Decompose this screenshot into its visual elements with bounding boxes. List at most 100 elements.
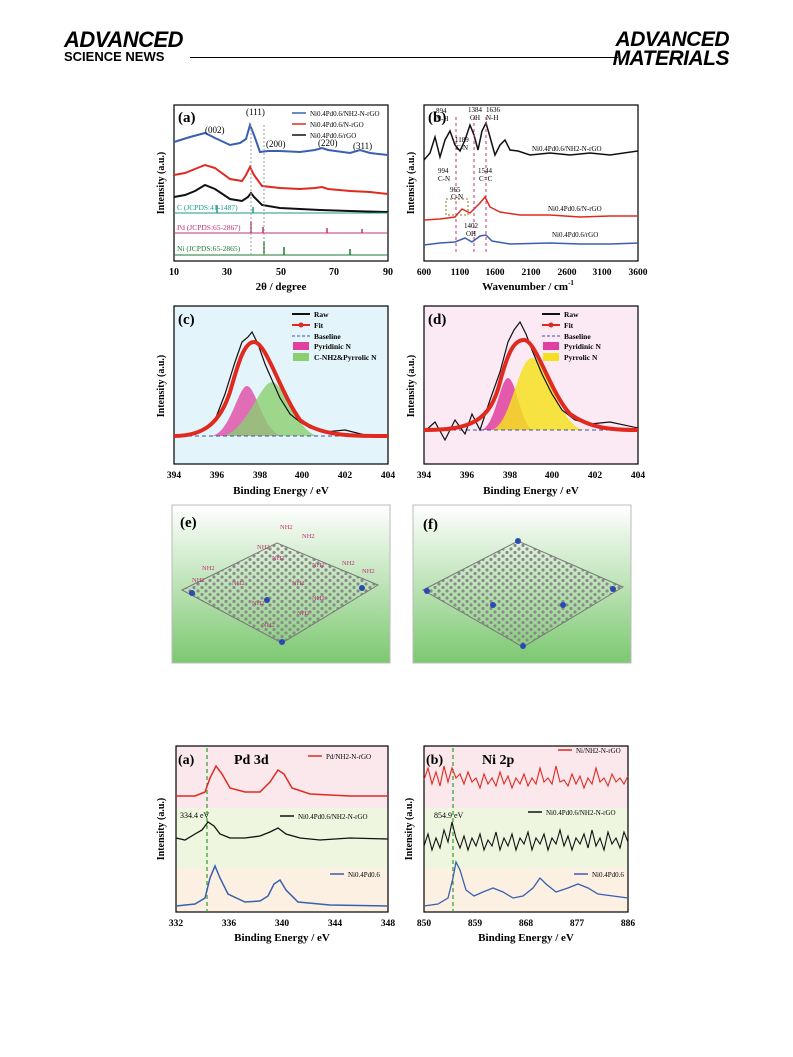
x-tick: 2100 <box>522 268 541 278</box>
nh2-group: NH2 <box>257 544 270 551</box>
legend-item: Pyridinic N <box>314 342 351 351</box>
nh2-group: NH2 <box>342 560 355 567</box>
legend-item: Fit <box>314 321 324 330</box>
pyrrolic-peak <box>490 358 586 430</box>
n-atom <box>189 590 195 596</box>
legend-swatch <box>293 353 309 361</box>
legend-item: C-NH2&Pyrrolic N <box>314 353 377 362</box>
brand-science-news: SCIENCE NEWS <box>64 49 165 64</box>
n-atom <box>264 597 270 603</box>
annot: C=C <box>479 175 493 183</box>
journal-brand-left: ADVANCED SCIENCE NEWS <box>64 29 194 64</box>
x-tick: 886 <box>621 919 636 929</box>
n-atom <box>359 585 365 591</box>
x-tick: 404 <box>631 471 646 481</box>
panel-2b-ni2p: (b) Ni 2p 854.9 eV Ni/NH2-N-rGO Ni0.4Pd0… <box>404 745 636 944</box>
xrd-black-curve <box>173 183 389 213</box>
marker-label: 854.9 eV <box>434 811 464 820</box>
ref-ni-label: Ni (JCPDS:65-2865) <box>177 244 241 253</box>
annot: N-H <box>436 115 448 123</box>
annot: C-N <box>451 193 463 201</box>
ftir-black-curve <box>423 120 639 161</box>
legend-item: Pyridinic N <box>564 342 601 351</box>
x-tick: 348 <box>381 919 396 929</box>
spectrum-title: Ni 2p <box>482 753 515 768</box>
marker-label: 334.4 eV <box>180 811 210 820</box>
legend-marker <box>548 322 554 328</box>
legend-item: Ni0.4Pd0.6/NH2-N-rGO <box>298 813 368 821</box>
series-label: Ni0.4Pd0.6/NH2-N-rGO <box>532 145 602 153</box>
nh2-group: NH2 <box>297 610 310 617</box>
legend-item: Baseline <box>314 332 341 341</box>
panel-label: (b) <box>428 110 446 126</box>
legend-swatch <box>293 342 309 350</box>
y-axis-label: Intensity (a.u.) <box>406 152 417 215</box>
ftir-blue-curve <box>423 234 639 246</box>
panel-label: (d) <box>428 312 446 328</box>
x-tick: 859 <box>468 919 483 929</box>
x-axis-label: Binding Energy / eV <box>483 485 579 497</box>
peak-220: (220) <box>318 138 338 148</box>
x-tick: 877 <box>570 919 585 929</box>
x-tick: 340 <box>275 919 290 929</box>
n-atom <box>515 538 521 544</box>
legend-item: Ni0.4Pd0.6/rGO <box>310 132 356 140</box>
ref-pd-label: Pd (JCPDS:65-2867) <box>177 223 241 232</box>
panel-e-graphene-nh2: (e) NH2 NH2 NH2 NH2 NH2 NH2 NH2 NH2 NH2 … <box>171 504 391 664</box>
journal-brand-right: ADVANCED MATERIALS <box>613 28 730 69</box>
x-tick: 600 <box>417 268 432 278</box>
x-tick: 400 <box>295 471 310 481</box>
panel-label: (c) <box>178 312 195 328</box>
n-atom <box>520 643 526 649</box>
nh2-group: NH2 <box>262 622 275 629</box>
band-bot <box>424 868 628 912</box>
x-tick: 398 <box>253 471 268 481</box>
x-tick: 394 <box>167 471 182 481</box>
nh2-group: NH2 <box>362 568 375 575</box>
nh2-group: NH2 <box>202 565 215 572</box>
x-tick: 398 <box>503 471 518 481</box>
x-tick: 336 <box>222 919 237 929</box>
x-tick: 70 <box>329 267 339 278</box>
panel-d-xps-n1s: (d) Raw Fit Baseline Pyridinic N Pyrroli… <box>406 305 645 497</box>
legend-item: Baseline <box>564 332 591 341</box>
legend-swatch <box>543 342 559 350</box>
graphene-sheet <box>421 540 625 648</box>
series-label: Ni0.4Pd0.6/rGO <box>552 231 598 239</box>
peak-311: (311) <box>353 141 372 151</box>
nh2-group: NH2 <box>272 555 285 562</box>
y-axis-label: Intensity (a.u.) <box>156 798 167 861</box>
peak-111: (111) <box>246 107 265 117</box>
y-axis-label: Intensity (a.u.) <box>156 355 167 418</box>
nh2-group: NH2 <box>302 533 315 540</box>
legend-item: Ni0.4Pd0.6/NH2-N-rGO <box>310 110 380 118</box>
x-tick: 344 <box>328 919 343 929</box>
legend-item: Raw <box>564 310 579 319</box>
n-atom <box>610 586 616 592</box>
x-tick: 400 <box>545 471 560 481</box>
ni-nh2-curve <box>423 765 629 790</box>
pd-nh2-curve <box>176 764 388 797</box>
legend-item: Pyrrolic N <box>564 353 598 362</box>
annot: OH <box>470 114 480 122</box>
x-axis-label: Wavenumber / cm-1 <box>482 279 574 293</box>
brand-advanced-right: ADVANCED <box>615 28 730 51</box>
panel-label: (a) <box>178 753 195 768</box>
annot: 1384 <box>468 106 483 114</box>
panel-b-ftir: (b) 894 N-H 1384 OH 1636 N-H 1189 C-N 99… <box>406 104 648 293</box>
frame <box>175 745 389 913</box>
x-tick: 402 <box>338 471 353 481</box>
graphene-sheet <box>180 542 380 644</box>
panel-label: (e) <box>180 515 197 531</box>
x-tick: 394 <box>417 471 432 481</box>
y-axis-label: Intensity (a.u.) <box>404 798 415 861</box>
x-tick: 396 <box>460 471 475 481</box>
legend-item: Ni0.4Pd0.6/NH2-N-rGO <box>546 809 616 817</box>
x-tick: 850 <box>417 919 432 929</box>
n-atom <box>490 602 496 608</box>
y-axis-label: Intensity (a.u.) <box>406 355 417 418</box>
nh2-group: NH2 <box>312 562 325 569</box>
annot: 965 <box>450 186 461 194</box>
annot: 1402 <box>464 222 479 230</box>
nh2-group: NH2 <box>280 524 293 531</box>
